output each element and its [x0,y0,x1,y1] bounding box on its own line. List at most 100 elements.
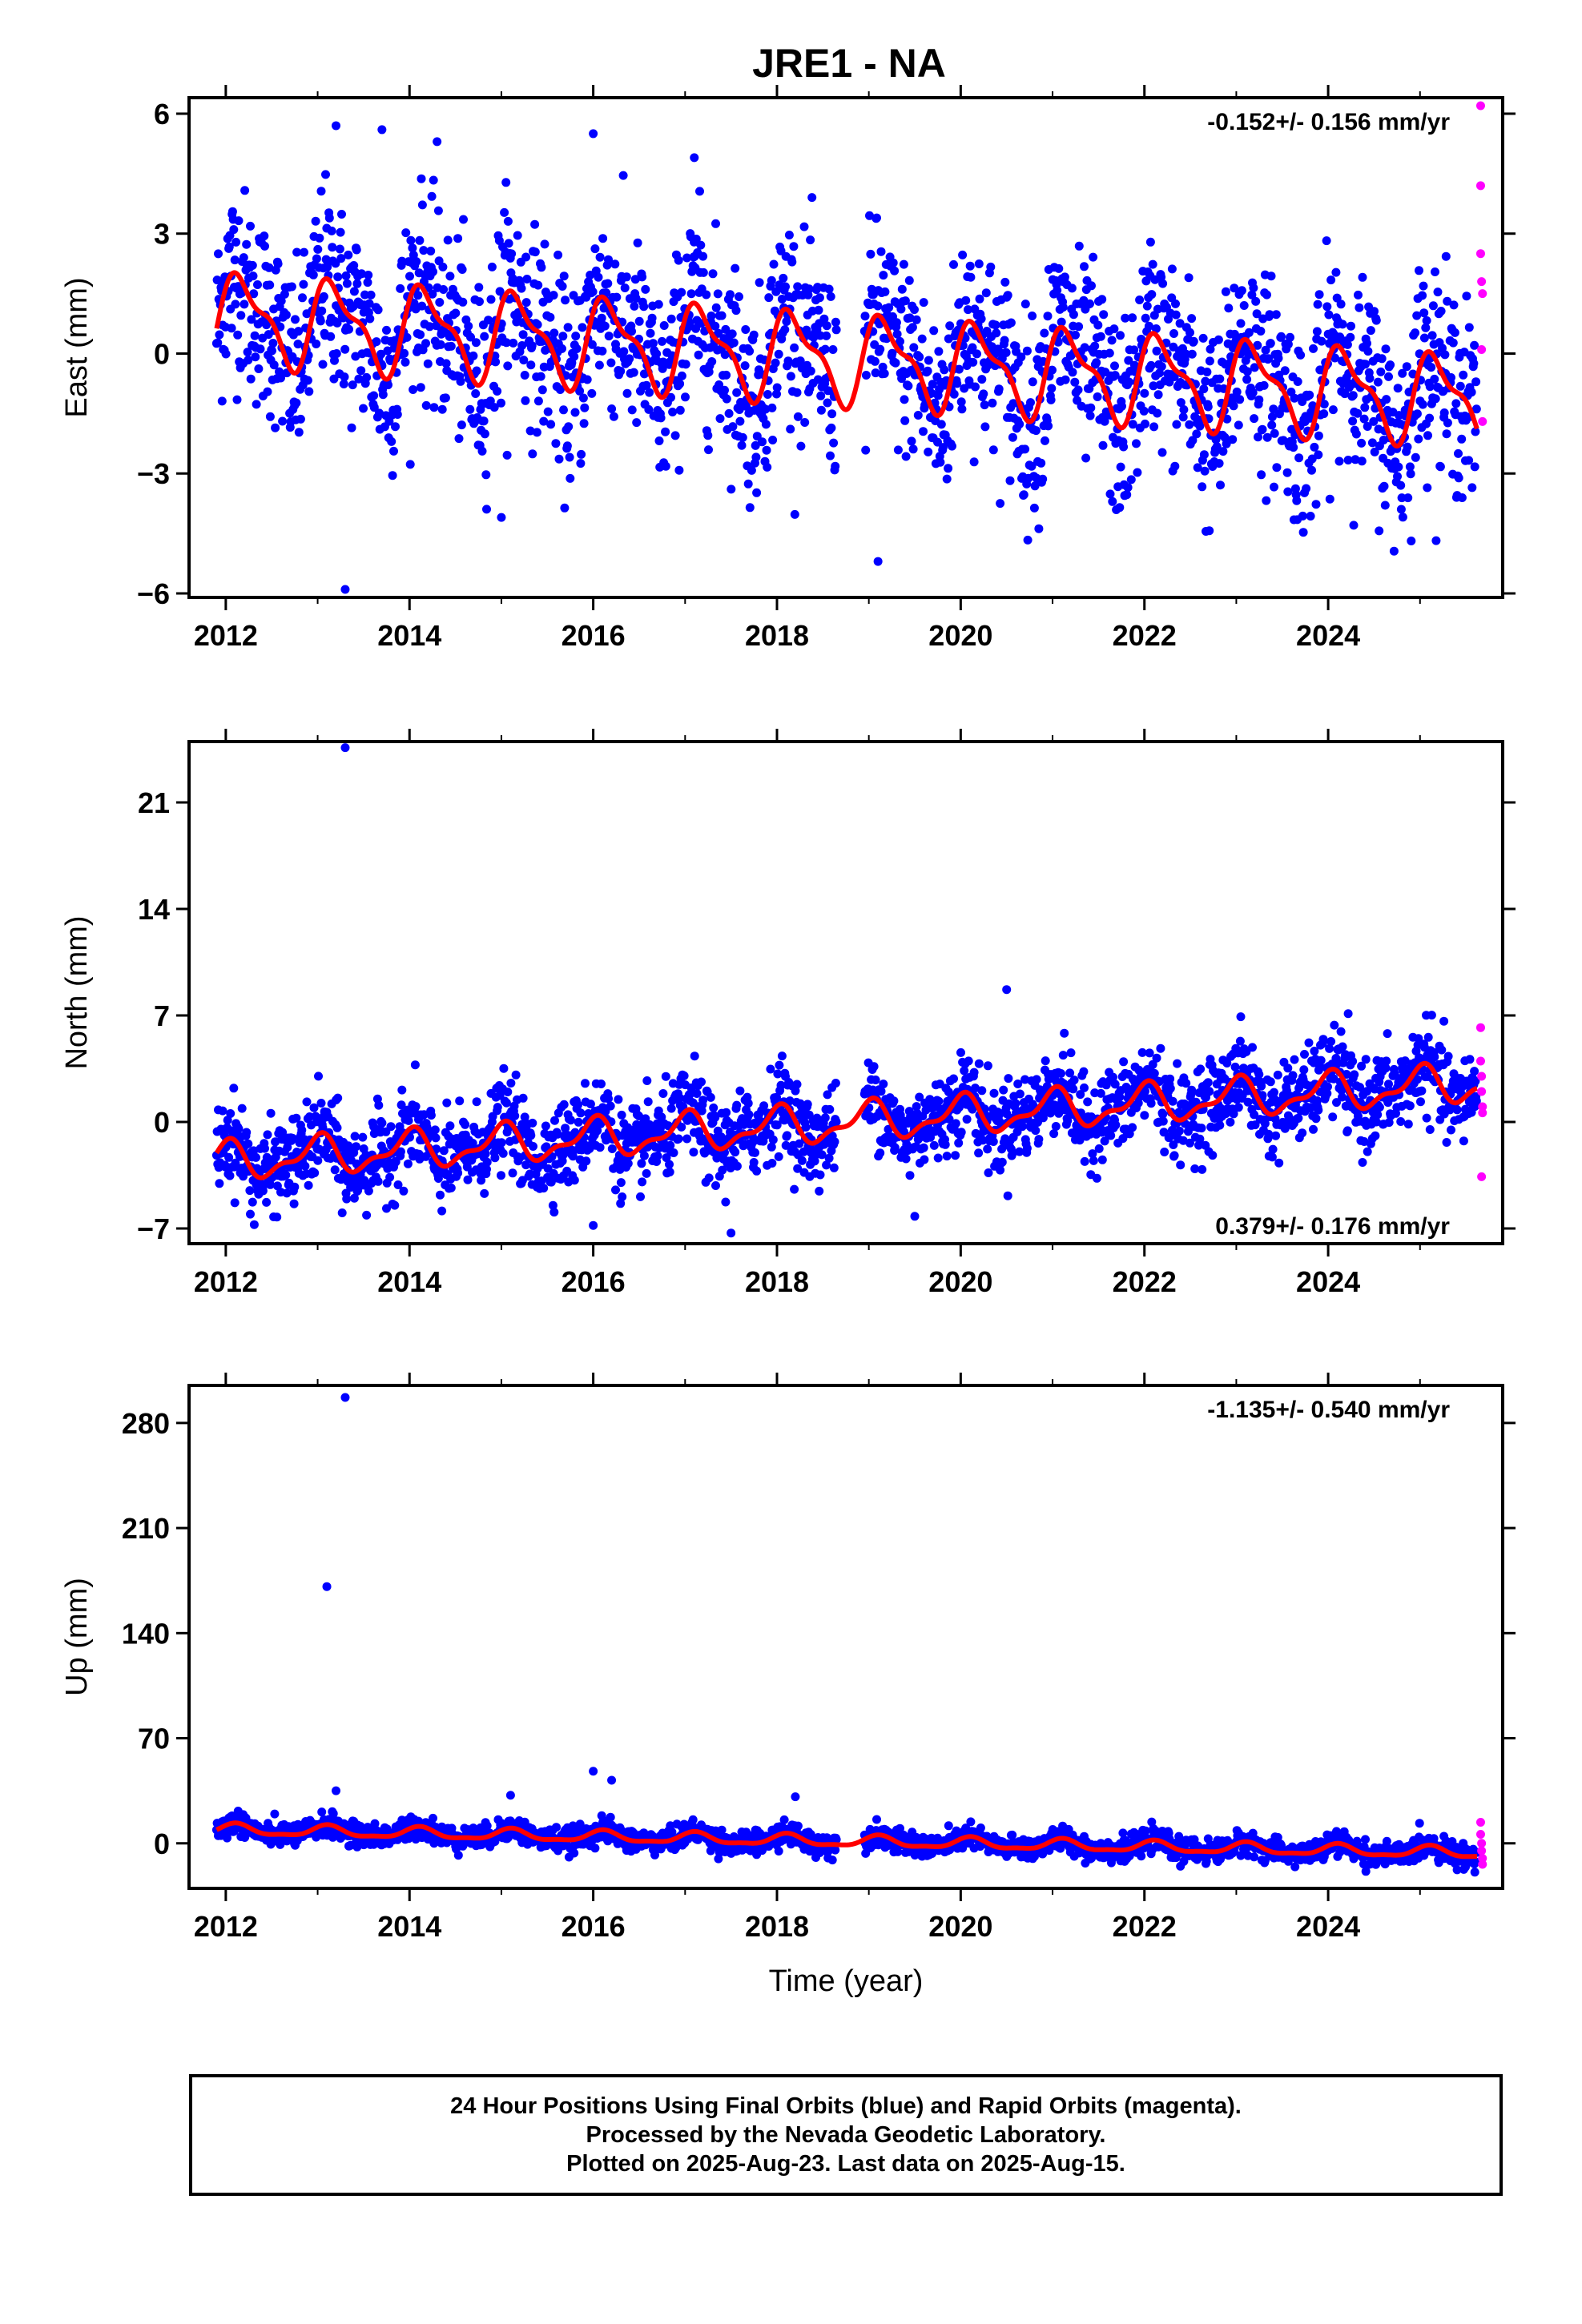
north-point [249,1220,259,1229]
north-point [1371,1117,1381,1127]
east-point [227,207,237,216]
north-point [1299,1065,1309,1075]
east-point [1048,365,1057,375]
north-point [1442,1138,1451,1147]
north-point [749,1158,759,1167]
north-point [518,1093,528,1103]
east-point [316,316,325,326]
east-point [571,332,581,341]
east-point [1347,321,1355,331]
north-x-tick-label: 2020 [928,1265,992,1298]
east-point [1353,408,1363,418]
up-point [429,1813,437,1823]
east-point [828,345,838,354]
east-point [1371,316,1381,325]
north-point [1417,1086,1427,1096]
east-point [1061,375,1070,384]
east-point [1053,337,1063,347]
north-point [226,1109,235,1118]
east-point [1242,367,1252,376]
east-point [634,316,644,326]
east-point [896,336,904,346]
east-point [1467,483,1477,493]
east-point [1149,422,1159,432]
east-point [659,321,669,330]
east-point [579,419,589,428]
east-point [252,400,261,409]
east-point [1328,405,1338,415]
north-point [638,1177,647,1187]
east-point [566,473,575,483]
east-point [471,338,481,348]
east-point [595,252,605,262]
east-outlier-point [589,129,598,139]
east-point [330,356,339,365]
east-point [236,311,246,320]
east-point [340,344,350,354]
up-point [223,1833,231,1843]
north-point [223,1116,232,1125]
east-point [677,287,686,297]
north-point [546,1177,556,1187]
east-point [1272,463,1282,472]
north-point [1312,1096,1322,1105]
east-point [409,385,418,394]
east-point [1144,321,1153,331]
east-point [405,460,415,469]
east-point [577,449,586,459]
north-point [1235,1036,1245,1046]
east-point [755,278,764,287]
north-point [951,1119,960,1128]
east-point [771,358,780,368]
east-point [560,503,570,513]
east-point [767,403,777,412]
east-point [873,301,883,311]
north-point [1283,1063,1293,1073]
east-point [435,298,445,307]
north-point [1405,1101,1415,1111]
east-point [915,352,924,362]
east-point [1412,409,1422,419]
east-point [1071,330,1080,340]
north-point [258,1186,268,1196]
east-point [215,330,224,340]
north-point [215,1179,224,1188]
north-point [942,1152,952,1161]
north-point [582,1156,591,1166]
east-outlier-point [377,125,387,135]
north-point [752,1166,762,1176]
east-point [339,380,348,388]
north-point [403,1159,413,1168]
east-point [1459,370,1468,380]
east-point [521,396,530,405]
east-point [1216,480,1225,490]
east-point [415,235,425,245]
north-point [539,1184,549,1193]
east-x-tick-label: 2012 [194,619,258,652]
east-point [686,289,696,299]
east-point [1351,429,1361,439]
north-point [792,1080,802,1089]
east-point [458,297,468,307]
east-point [446,341,456,351]
east-point [352,279,362,288]
east-point [1034,524,1044,533]
east-point [480,429,489,439]
north-point [743,1099,753,1108]
east-point [316,187,326,196]
east-point [629,368,638,377]
east-point [482,505,491,514]
chart-title: JRE1 - NA [752,41,946,86]
east-point [481,470,491,480]
north-point [636,1192,645,1201]
north-point [1257,1081,1266,1091]
east-point [1254,432,1262,442]
east-point [1029,503,1039,513]
east-point [827,409,837,419]
east-point [1171,310,1181,320]
north-point [510,1111,520,1120]
east-point [1228,435,1238,444]
east-point [503,216,513,226]
east-point [1028,312,1037,320]
north-point [772,1092,781,1102]
